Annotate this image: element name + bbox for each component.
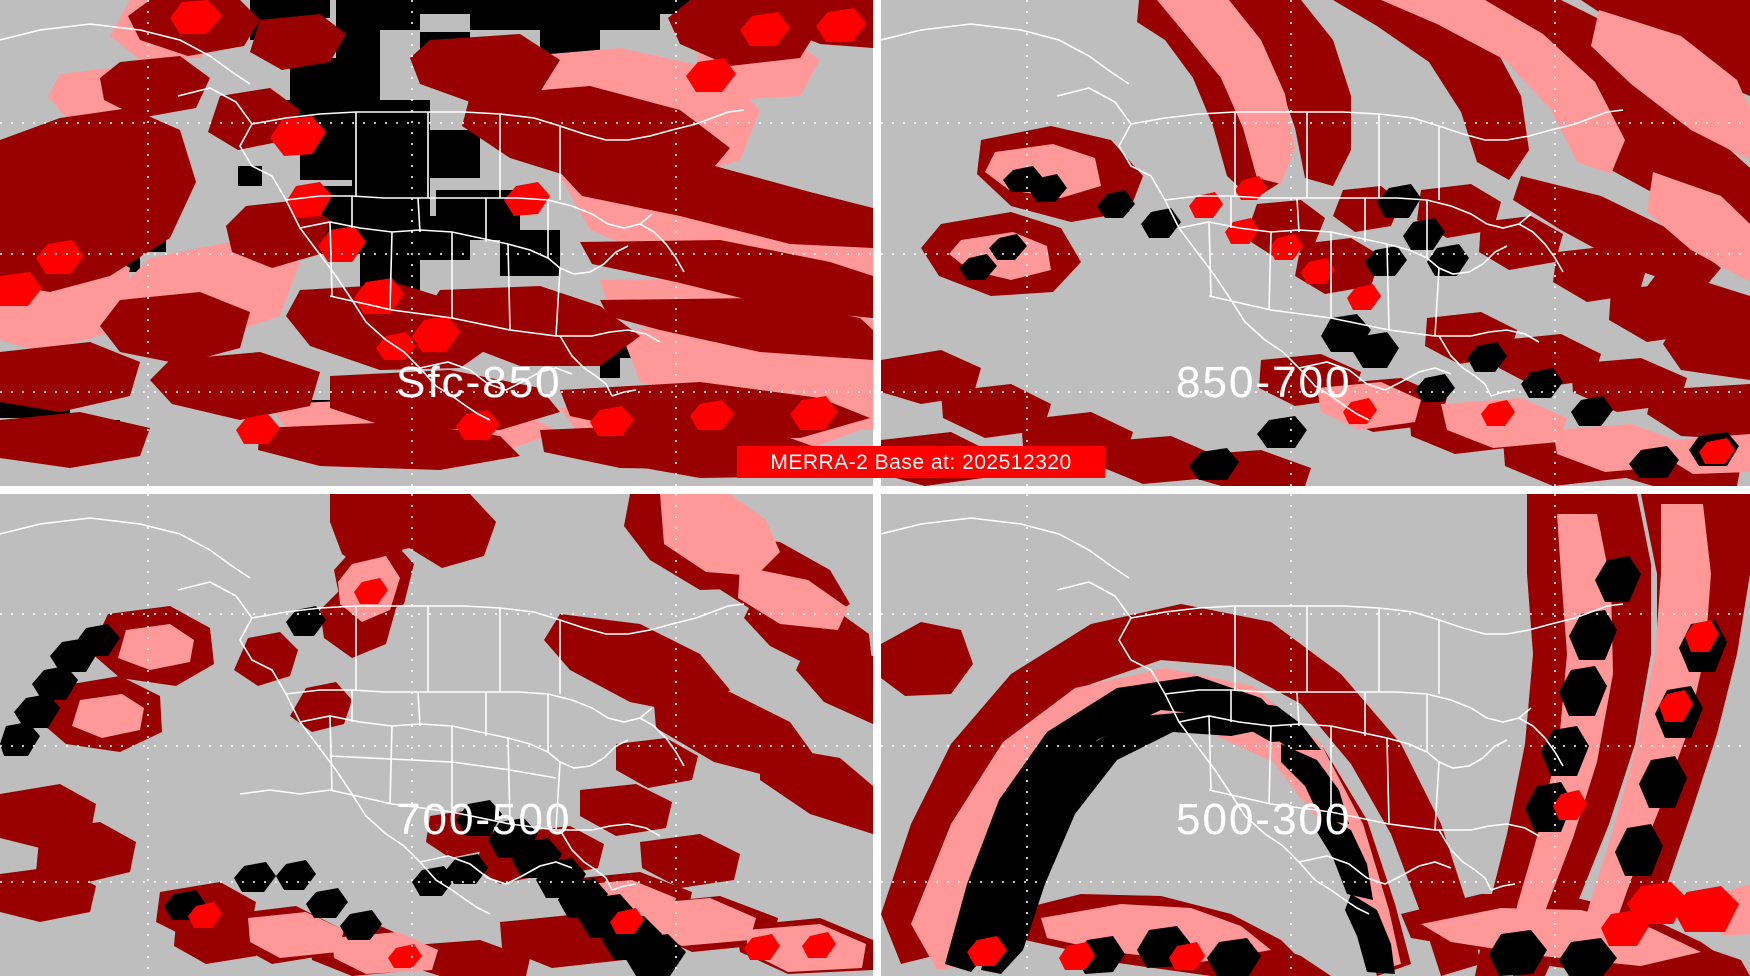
panel-850-700 bbox=[881, 0, 1750, 486]
panel-500-300-map bbox=[881, 494, 1750, 976]
data-field-brightred bbox=[0, 0, 866, 444]
grid-lines bbox=[0, 494, 873, 976]
data-field-brightred bbox=[967, 620, 1739, 970]
map-outlines bbox=[0, 517, 745, 915]
panel-500-300 bbox=[881, 494, 1750, 976]
map-outlines bbox=[881, 23, 1624, 421]
map-outlines bbox=[881, 517, 1624, 915]
data-field-brightred bbox=[188, 578, 836, 968]
data-field-black bbox=[0, 606, 686, 976]
panel-700-500 bbox=[0, 494, 873, 976]
panel-850-700-map bbox=[881, 0, 1750, 486]
grid-lines bbox=[881, 0, 1750, 486]
title-banner: MERRA-2 Base at: 202512320 bbox=[737, 446, 1105, 478]
panel-sfc-850 bbox=[0, 0, 873, 486]
title-banner-text: MERRA-2 Base at: 202512320 bbox=[770, 450, 1072, 474]
panel-sfc-850-map bbox=[0, 0, 873, 486]
grid-lines bbox=[881, 494, 1750, 976]
grid-lines bbox=[0, 0, 873, 486]
panel-divider-horizontal bbox=[0, 486, 1750, 494]
panel-700-500-map bbox=[0, 494, 873, 976]
map-outlines bbox=[0, 23, 745, 421]
data-field-brightred bbox=[1189, 176, 1735, 464]
